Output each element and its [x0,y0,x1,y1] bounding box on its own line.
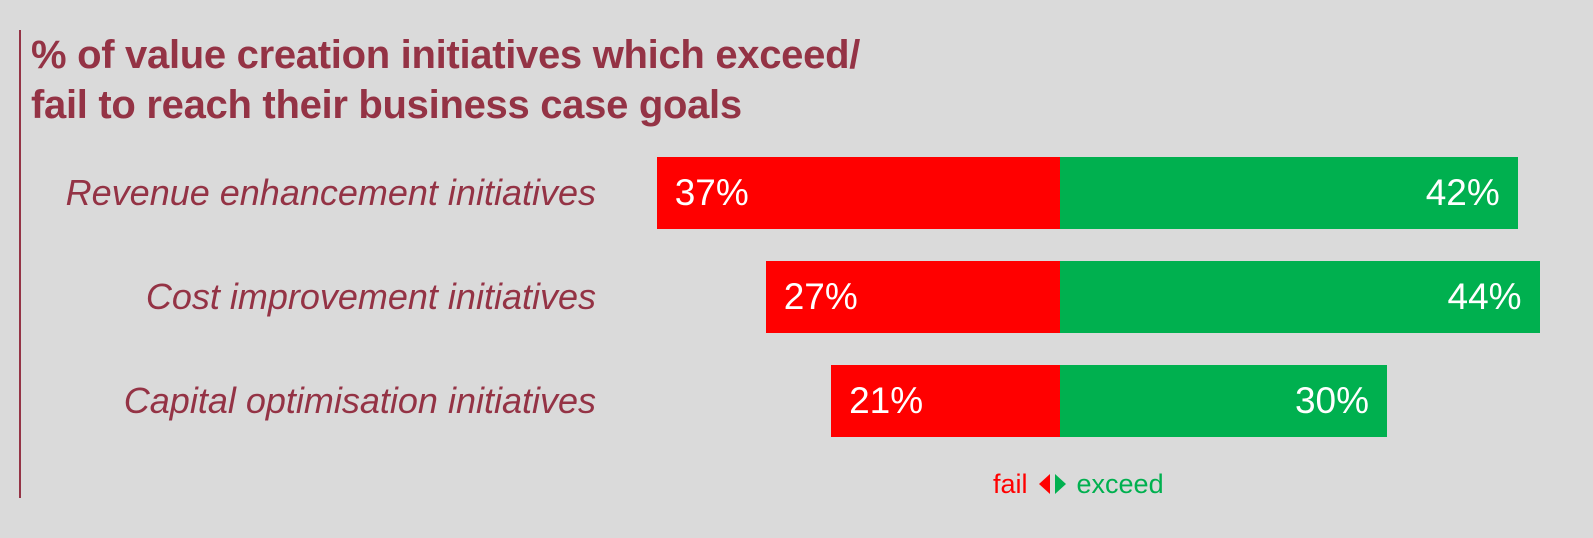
legend: fail exceed [993,462,1164,502]
category-label: Cost improvement initiatives [145,276,596,317]
exceed-bar: 30% [1060,365,1387,437]
exceed-value-label: 30% [1294,380,1369,421]
legend-exceed-label: exceed [1076,468,1164,499]
chart-title-line-1: % of value creation initiatives which ex… [31,33,861,77]
fail-bar: 37% [656,157,1060,229]
chart-title: % of value creation initiatives which ex… [31,30,1031,130]
triangle-right-icon [1054,473,1066,494]
accent-line [19,30,21,498]
exceed-value-label: 44% [1447,276,1522,317]
legend-fail-label: fail [993,468,1028,499]
category-label: Capital optimisation initiatives [123,380,596,421]
fail-bar: 21% [831,365,1060,437]
exceed-bar: 42% [1060,157,1518,229]
fail-bar: 27% [765,261,1060,333]
exceed-value-label: 42% [1425,172,1500,213]
fail-value-label: 37% [674,172,749,213]
fail-value-label: 27% [783,276,858,317]
chart-title-line-2: fail to reach their business case goals [31,83,742,127]
triangle-left-icon [1038,473,1050,494]
exceed-bar: 44% [1060,261,1540,333]
category-label: Revenue enhancement initiatives [65,172,596,213]
fail-value-label: 21% [849,380,924,421]
